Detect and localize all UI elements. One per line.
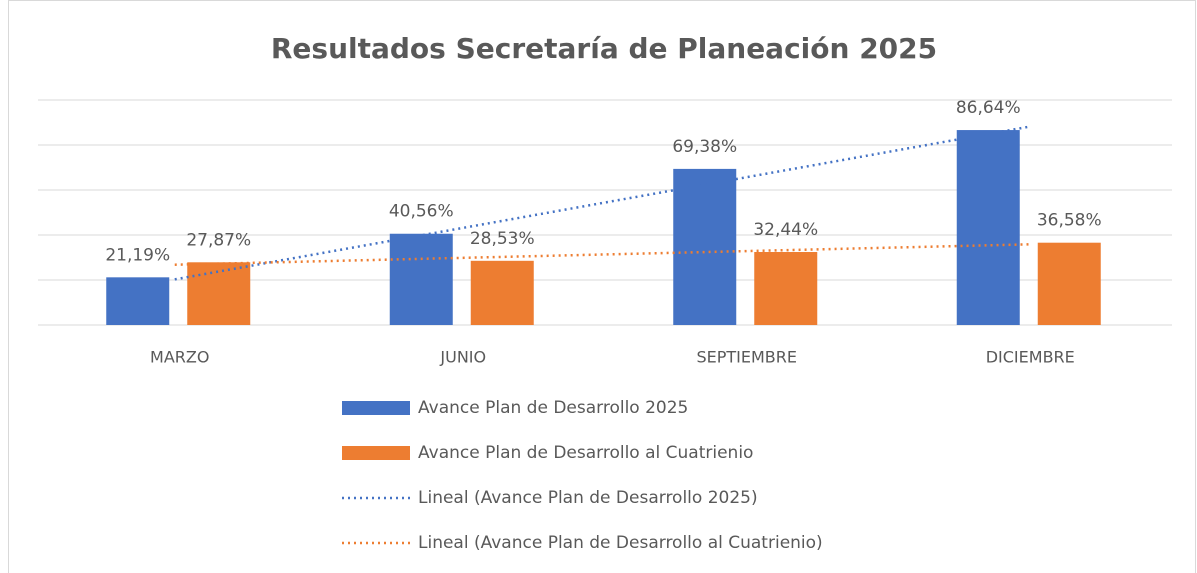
x-tick-label: DICIEMBRE [986,348,1075,367]
x-tick-label: SEPTIEMBRE [696,348,797,367]
data-label: 28,53% [470,229,535,249]
bar [956,130,1020,325]
chart-title: Resultados Secretaría de Planeación 2025 [271,32,937,65]
bar [673,168,737,325]
data-label: 86,64% [956,98,1021,118]
legend-swatch [342,446,410,460]
bar [106,277,170,325]
data-label: 40,56% [389,202,454,222]
x-tick-label: JUNIO [439,348,486,367]
trendline [174,125,1031,281]
legend-label: Lineal (Avance Plan de Desarrollo 2025) [418,488,758,508]
legend-swatch [342,401,410,415]
data-label: 27,87% [186,230,251,250]
data-label: 21,19% [105,245,170,265]
legend-label: Lineal (Avance Plan de Desarrollo al Cua… [418,533,823,553]
trendline [174,243,1031,266]
data-label: 69,38% [672,137,737,157]
data-label: 36,58% [1037,211,1102,231]
legend-label: Avance Plan de Desarrollo 2025 [418,398,688,418]
bar [389,233,453,325]
bar [187,262,251,325]
bar [1037,242,1101,325]
bar [470,260,534,325]
x-tick-label: MARZO [150,348,209,367]
legend-label: Avance Plan de Desarrollo al Cuatrienio [418,443,753,463]
data-label: 32,44% [753,220,818,240]
bar [754,252,818,325]
